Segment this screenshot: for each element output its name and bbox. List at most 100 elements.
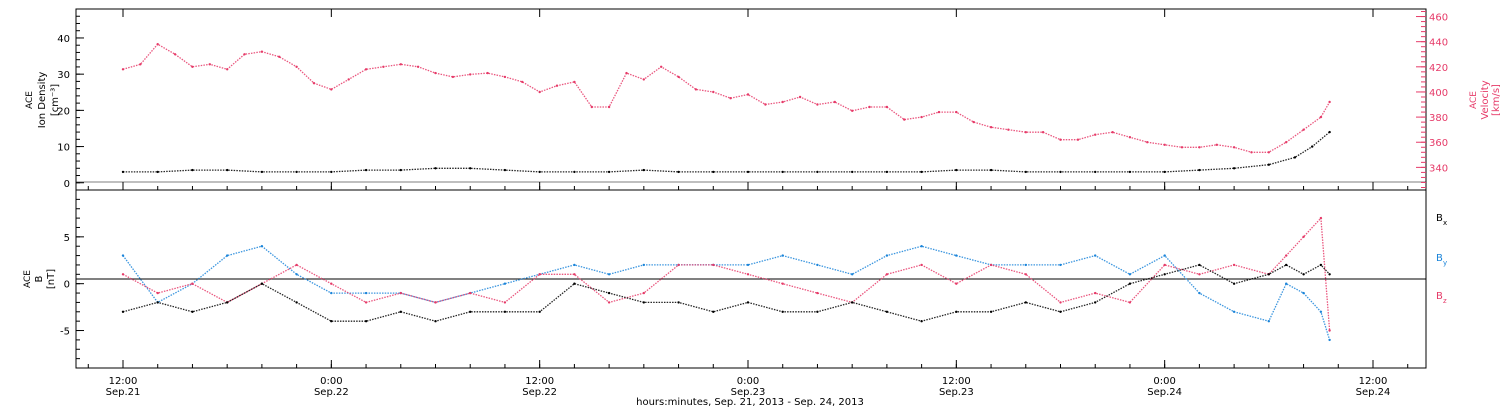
bz-point	[469, 291, 472, 295]
density-point	[364, 168, 368, 172]
top-right-tick-label: 440	[1429, 38, 1448, 49]
density-point	[573, 170, 576, 174]
bx-point	[1267, 273, 1271, 276]
bz-point	[642, 291, 645, 295]
bx-point	[434, 320, 437, 323]
bx-point	[746, 301, 750, 304]
bx-point	[503, 310, 507, 313]
velocity-point	[208, 63, 211, 66]
velocity-point	[173, 53, 177, 56]
top-right-tick-label: 340	[1429, 163, 1448, 174]
velocity-point	[955, 110, 958, 114]
velocity-point	[121, 68, 125, 71]
bx-point	[1128, 282, 1132, 285]
legend-by: B y	[1436, 253, 1447, 267]
bottom-ylabel-line2: B	[34, 275, 45, 282]
top-right-tick-label: 460	[1429, 13, 1448, 24]
top-right-axis-ticks: 460 440 420 400 380 360 340	[1416, 11, 1448, 188]
by-point	[503, 282, 507, 285]
velocity-point	[382, 65, 385, 69]
velocity-point	[989, 126, 993, 129]
bx-point	[955, 310, 958, 313]
bx-point	[469, 310, 472, 313]
velocity-point	[295, 65, 298, 69]
bottom-ylabel-line3: [nT]	[46, 269, 57, 289]
svg-text:z: z	[1443, 297, 1447, 305]
velocity-point	[1128, 136, 1132, 139]
x-tick-date-label: Sep.22	[314, 387, 349, 398]
bz-point	[434, 301, 437, 304]
bz-point	[712, 263, 715, 267]
velocity-point	[1302, 128, 1305, 131]
velocity-point	[451, 75, 455, 79]
velocity-point	[416, 65, 420, 69]
by-point	[260, 245, 264, 248]
velocity-point	[1180, 146, 1184, 149]
by-point	[746, 263, 750, 267]
bx-point	[1285, 263, 1288, 267]
density-point	[955, 168, 958, 172]
by-point	[1163, 254, 1166, 257]
density-point	[295, 170, 298, 174]
svg-text:B: B	[1436, 253, 1443, 264]
bx-point	[226, 301, 229, 304]
bx-point	[399, 310, 402, 313]
bz-point	[781, 282, 784, 285]
velocity-point	[260, 50, 264, 53]
x-tick-time-label: 0:00	[320, 376, 342, 387]
velocity-point	[590, 105, 593, 109]
bx-series-line	[122, 264, 1331, 322]
by-point	[1319, 310, 1323, 313]
bx-point	[781, 310, 784, 313]
bz-point	[1024, 273, 1028, 276]
bz-point	[1319, 216, 1323, 220]
bz-point	[677, 263, 680, 267]
density-point	[746, 170, 750, 174]
velocity-point	[1111, 131, 1114, 134]
by-point	[885, 254, 889, 257]
density-point	[1293, 156, 1297, 159]
bz-point	[538, 273, 541, 276]
bx-point	[295, 301, 298, 304]
by-point	[1094, 254, 1097, 257]
bottom-left-axis-ticks: 5 0 -5	[60, 198, 84, 360]
bx-point	[885, 310, 889, 313]
x-tick-time-label: 0:00	[737, 376, 759, 387]
velocity-point	[1146, 141, 1149, 144]
velocity-point	[1024, 131, 1028, 134]
bx-point	[1198, 263, 1201, 267]
bx-point	[851, 301, 854, 304]
top-panel-frame	[75, 8, 1427, 191]
bx-point	[1163, 273, 1166, 276]
velocity-point	[139, 63, 142, 66]
velocity-point	[1163, 143, 1166, 146]
top-left-tick-label: 0	[64, 179, 70, 190]
velocity-point	[798, 95, 802, 99]
velocity-point	[399, 63, 402, 66]
top-ylabel-line2: Ion Density	[37, 72, 48, 129]
top-left-tick-label: 30	[57, 70, 70, 81]
velocity-point	[312, 82, 316, 85]
velocity-point	[278, 55, 281, 58]
bz-point	[156, 291, 159, 295]
x-axis-ticks: 12:00Sep.210:00Sep.2212:00Sep.220:00Sep.…	[87, 9, 1409, 398]
velocity-point	[1094, 133, 1097, 136]
top-right-ylabel-line1: ACE	[1469, 91, 1479, 109]
bx-point	[330, 320, 333, 323]
velocity-point	[920, 115, 923, 119]
bz-point	[920, 263, 923, 267]
density-point	[1198, 168, 1201, 172]
bz-point	[295, 263, 298, 267]
by-point	[1024, 263, 1028, 267]
density-point	[191, 168, 194, 172]
velocity-point	[833, 100, 836, 104]
density-point	[712, 170, 715, 174]
density-point	[1128, 170, 1132, 174]
bx-point	[573, 282, 576, 285]
bz-point	[1163, 263, 1166, 267]
top-ylabel-line3: [cm⁻³]	[50, 84, 61, 116]
bottom-ylabel-line1: ACE	[23, 270, 33, 288]
bx-point	[156, 301, 159, 304]
density-point	[121, 170, 125, 174]
velocity-point	[1198, 146, 1201, 149]
